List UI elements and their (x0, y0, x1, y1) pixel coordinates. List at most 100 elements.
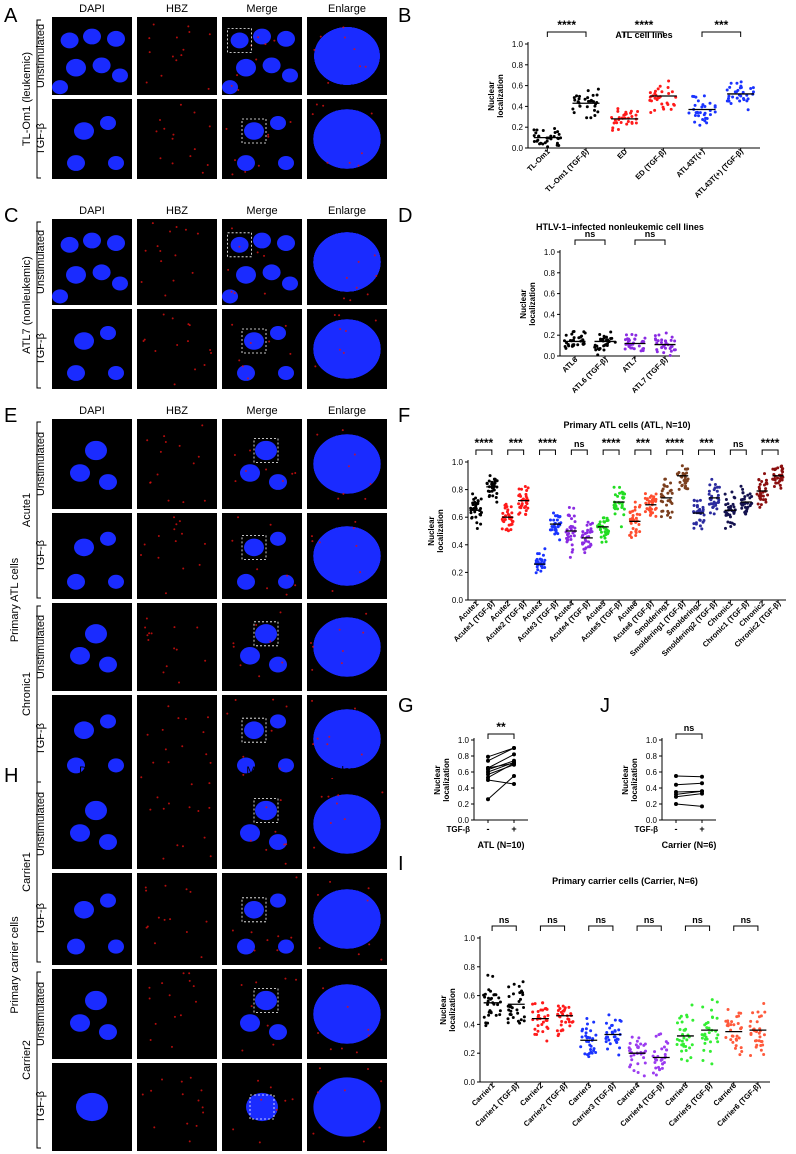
hbz-dot (270, 729, 273, 732)
nucleus (255, 440, 277, 461)
data-point (498, 1013, 502, 1017)
data-point (555, 518, 559, 522)
data-point (732, 505, 736, 509)
data-point (619, 1019, 623, 1023)
significance-bracket (636, 925, 662, 931)
sub-label-chronic1: Chronic1 (21, 672, 33, 716)
significance-bracket (539, 925, 566, 931)
hbz-dot (171, 137, 174, 140)
data-point (638, 513, 642, 517)
data-point (758, 1035, 762, 1039)
data-point (684, 480, 688, 484)
hbz-dot (318, 541, 321, 544)
data-point (540, 1023, 544, 1027)
data-point (725, 1023, 729, 1027)
data-point (598, 346, 602, 350)
hbz-dot (353, 453, 356, 456)
hbz-dot (360, 152, 363, 155)
data-point (741, 497, 745, 501)
hbz-dot (189, 155, 192, 158)
data-point (593, 108, 597, 112)
nucleus (52, 80, 68, 95)
nucleus (60, 236, 79, 253)
data-point (536, 552, 540, 556)
hbz-dot (237, 88, 240, 91)
hbz-dot (359, 65, 362, 68)
data-point (631, 509, 635, 513)
data-point (622, 492, 626, 496)
data-point (634, 113, 638, 117)
data-point (691, 94, 695, 98)
data-point (476, 499, 480, 503)
nucleus (244, 721, 264, 739)
hbz-dot (193, 111, 196, 114)
data-point (553, 525, 557, 529)
nucleus (100, 714, 116, 729)
hbz-dot (146, 634, 149, 637)
micrograph-tile (222, 695, 302, 783)
hbz-dot (317, 1031, 320, 1034)
significance-bracket (701, 31, 742, 37)
data-point (517, 502, 521, 506)
hbz-dot (188, 31, 191, 34)
data-point (700, 781, 704, 786)
nucleus (67, 365, 85, 381)
data-point (581, 342, 585, 346)
significance-bracket (602, 449, 620, 455)
data-point (583, 531, 587, 535)
data-point (713, 483, 717, 487)
data-point (688, 1046, 692, 1050)
panel-letter-f: F (398, 405, 410, 427)
micrograph-tile (222, 1063, 302, 1151)
data-point (766, 493, 770, 497)
hbz-dot (284, 862, 287, 865)
data-point (502, 520, 506, 524)
y-tick-label: 1.0 (452, 458, 464, 467)
data-point (717, 485, 721, 489)
hbz-dot (206, 163, 209, 166)
data-point (586, 520, 590, 524)
data-point (633, 337, 637, 341)
sub-label-acute1: Acute1 (21, 493, 33, 527)
data-point (653, 1050, 657, 1054)
data-point (532, 140, 536, 144)
data-point (650, 507, 654, 511)
hbz-dot (149, 481, 152, 484)
data-point (566, 343, 570, 347)
data-point (700, 105, 704, 109)
data-point (740, 506, 744, 510)
data-point (495, 492, 499, 496)
data-point (599, 337, 603, 341)
data-point (585, 1016, 589, 1020)
hbz-dot (160, 74, 163, 77)
hbz-dot (286, 574, 289, 577)
data-point (474, 505, 478, 509)
data-point (694, 521, 698, 525)
data-point (674, 782, 678, 787)
data-point (486, 489, 490, 493)
data-point (616, 507, 620, 511)
data-point (637, 522, 641, 526)
data-point (669, 107, 673, 111)
data-point (613, 493, 617, 497)
hbz-dot (312, 645, 315, 648)
hbz-dot (370, 112, 373, 115)
hbz-dot (182, 48, 185, 51)
data-point (474, 496, 478, 500)
data-point (510, 511, 514, 515)
significance-bracket (539, 449, 556, 455)
nucleus (236, 266, 256, 284)
data-point (589, 116, 593, 120)
data-point (645, 497, 649, 501)
hbz-dot (327, 795, 330, 798)
data-point (733, 1046, 737, 1050)
x-tick-label: ATL6 (560, 355, 579, 374)
zoom-box (241, 328, 267, 354)
hbz-dot (360, 753, 363, 756)
column-header: DAPI (79, 3, 105, 15)
hbz-dot (311, 699, 314, 702)
nucleus (108, 155, 124, 171)
data-point (536, 1024, 540, 1028)
data-point (701, 1058, 705, 1062)
data-point (636, 1062, 640, 1066)
